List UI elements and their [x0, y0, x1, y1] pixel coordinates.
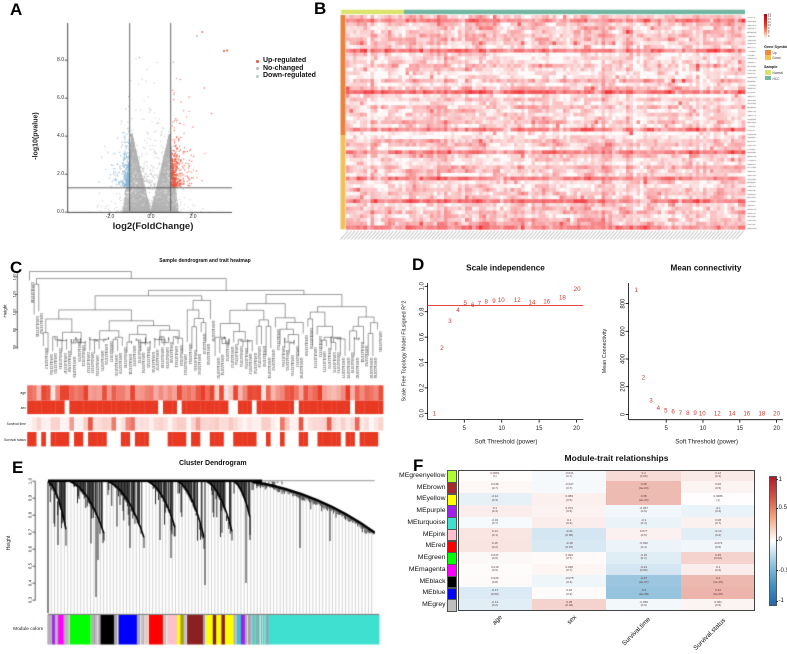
svg-text:1: 1 — [433, 411, 437, 418]
svg-text:9: 9 — [693, 410, 697, 417]
svg-text:4: 4 — [657, 405, 661, 412]
svg-text:200: 200 — [621, 381, 627, 392]
svg-text:400: 400 — [621, 353, 627, 364]
svg-text:20: 20 — [574, 286, 581, 293]
svg-text:20: 20 — [573, 426, 580, 432]
svg-text:Mean connectivity: Mean connectivity — [671, 264, 742, 273]
svg-text:4: 4 — [456, 307, 460, 314]
svg-text:7: 7 — [478, 300, 482, 307]
svg-text:16: 16 — [743, 411, 750, 418]
svg-text:14: 14 — [529, 299, 536, 306]
svg-text:15: 15 — [736, 426, 743, 432]
svg-text:5: 5 — [463, 300, 467, 307]
svg-text:10: 10 — [700, 426, 707, 432]
svg-text:10: 10 — [498, 426, 505, 432]
svg-text:5: 5 — [463, 426, 467, 432]
svg-text:600: 600 — [621, 326, 627, 337]
svg-text:6: 6 — [471, 302, 475, 309]
svg-text:12: 12 — [714, 410, 721, 417]
svg-text:3: 3 — [649, 398, 653, 405]
svg-text:12: 12 — [514, 297, 521, 304]
svg-text:20: 20 — [773, 411, 780, 418]
svg-text:0.2: 0.2 — [420, 383, 426, 392]
svg-text:20: 20 — [773, 426, 780, 432]
svg-text:5: 5 — [664, 408, 668, 415]
svg-text:Scale Free Topology Model Fit,: Scale Free Topology Model Fit,signed R^2 — [402, 300, 408, 401]
svg-text:800: 800 — [621, 298, 627, 309]
svg-text:3: 3 — [448, 318, 452, 325]
svg-text:10: 10 — [498, 297, 505, 304]
svg-text:0.6: 0.6 — [420, 332, 426, 341]
svg-text:0: 0 — [621, 412, 627, 416]
svg-text:0.4: 0.4 — [420, 358, 426, 367]
svg-text:5: 5 — [665, 426, 669, 432]
svg-text:2: 2 — [642, 375, 646, 382]
svg-text:8: 8 — [484, 299, 488, 306]
svg-text:18: 18 — [758, 411, 765, 418]
svg-text:1.0: 1.0 — [420, 281, 426, 290]
svg-text:2: 2 — [440, 345, 444, 352]
svg-text:6: 6 — [671, 409, 675, 416]
svg-text:Soft Threshold (power): Soft Threshold (power) — [475, 439, 538, 446]
svg-text:0.8: 0.8 — [420, 307, 426, 316]
svg-text:Scale independence: Scale independence — [466, 264, 545, 273]
svg-text:1: 1 — [635, 287, 639, 294]
svg-text:Mean Connectivity: Mean Connectivity — [602, 329, 608, 374]
svg-text:18: 18 — [559, 295, 566, 302]
svg-text:10: 10 — [699, 410, 706, 417]
svg-text:16: 16 — [543, 299, 550, 306]
svg-text:Soft Threshold (power): Soft Threshold (power) — [675, 439, 738, 446]
svg-text:8: 8 — [686, 410, 690, 417]
svg-text:14: 14 — [729, 410, 736, 417]
svg-text:9: 9 — [492, 298, 496, 305]
svg-text:7: 7 — [679, 410, 683, 417]
svg-text:0.0: 0.0 — [420, 408, 426, 417]
svg-text:15: 15 — [536, 426, 543, 432]
